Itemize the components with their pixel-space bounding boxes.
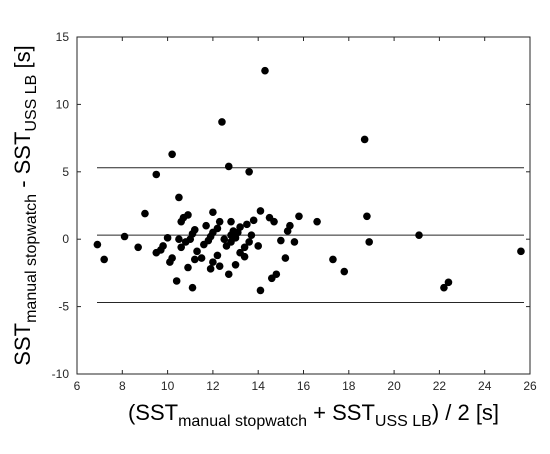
y-tick-label: 5 xyxy=(62,165,69,179)
data-point xyxy=(224,162,233,171)
data-point xyxy=(340,267,349,276)
axis-label-text: (SST xyxy=(128,400,178,425)
axis-label-text: [s] xyxy=(10,45,35,74)
data-point xyxy=(218,118,226,126)
data-point xyxy=(363,212,371,221)
data-point xyxy=(415,231,423,239)
data-point xyxy=(261,66,269,75)
data-point xyxy=(227,217,235,226)
y-axis-ticks: -10 -5 0 5 10 15 xyxy=(52,30,530,381)
x-tick-label: 20 xyxy=(387,379,401,393)
data-point xyxy=(215,262,224,270)
data-point xyxy=(295,212,303,221)
data-point xyxy=(277,236,285,245)
data-point xyxy=(365,238,373,246)
x-tick-label: 8 xyxy=(119,379,126,393)
data-point xyxy=(240,243,249,252)
data-point xyxy=(329,255,337,264)
data-point xyxy=(231,261,240,269)
y-tick-label: 15 xyxy=(56,30,70,44)
data-point xyxy=(190,225,199,234)
axis-label-subscript: USS LB xyxy=(375,413,432,430)
x-tick-label: 14 xyxy=(252,379,266,393)
data-point xyxy=(177,243,185,252)
y-tick-label: 10 xyxy=(56,97,70,111)
axis-label-subscript: manual stopwatch xyxy=(23,194,40,323)
data-point xyxy=(134,243,142,252)
y-tick-label: -5 xyxy=(58,300,69,314)
axis-label-text: ) / 2 [s] xyxy=(432,400,499,425)
data-point xyxy=(290,238,299,246)
data-point xyxy=(141,209,149,218)
data-point xyxy=(152,170,161,179)
y-tick-label: -10 xyxy=(52,367,70,381)
data-point xyxy=(245,238,253,246)
data-point xyxy=(213,251,222,260)
data-point xyxy=(256,286,265,295)
data-point xyxy=(220,235,229,243)
data-point xyxy=(243,220,251,229)
data-point xyxy=(209,258,217,266)
data-point xyxy=(245,168,253,176)
x-axis-label: (SSTmanual stopwatch + SSTUSS LB) / 2 [s… xyxy=(128,400,499,430)
data-point xyxy=(175,193,183,202)
x-tick-label: 16 xyxy=(297,379,311,393)
axis-label-subscript: USS LB xyxy=(23,75,40,132)
data-point xyxy=(184,211,192,219)
data-point xyxy=(286,221,294,230)
reference-lines xyxy=(97,167,524,304)
data-point xyxy=(254,242,262,250)
x-tick-label: 26 xyxy=(523,379,537,393)
data-point xyxy=(272,270,281,279)
data-point xyxy=(190,255,199,264)
data-point xyxy=(240,252,249,261)
x-tick-label: 18 xyxy=(342,379,356,393)
axis-label-text: - SST xyxy=(10,132,35,194)
data-point xyxy=(517,247,525,256)
y-tick-label: 0 xyxy=(62,232,69,246)
data-point xyxy=(193,247,201,256)
data-point xyxy=(159,242,167,250)
data-point xyxy=(213,224,222,233)
data-point xyxy=(197,254,206,262)
data-point xyxy=(313,217,321,226)
x-tick-label: 22 xyxy=(433,379,447,393)
x-tick-label: 24 xyxy=(478,379,492,393)
data-point xyxy=(202,221,210,230)
x-tick-label: 6 xyxy=(74,379,81,393)
x-tick-label: 10 xyxy=(161,379,175,393)
data-point xyxy=(120,232,129,241)
data-point xyxy=(236,223,244,231)
data-point xyxy=(249,216,258,225)
data-point xyxy=(224,270,233,279)
data-point xyxy=(175,235,183,243)
x-tick-label: 12 xyxy=(206,379,220,393)
axis-label-subscript: manual stopwatch xyxy=(178,413,307,430)
data-point xyxy=(256,207,265,215)
plot-frame xyxy=(76,36,531,375)
data-point xyxy=(444,278,453,287)
data-point xyxy=(172,277,181,285)
data-point xyxy=(163,234,172,242)
data-point xyxy=(281,254,290,262)
data-point xyxy=(209,208,217,217)
data-point xyxy=(206,265,215,273)
y-axis-label: SSTmanual stopwatch - SSTUSS LB [s] xyxy=(10,45,40,365)
data-point xyxy=(168,150,176,159)
data-point xyxy=(440,283,448,292)
data-point xyxy=(100,255,108,264)
data-point xyxy=(215,217,224,226)
data-point xyxy=(247,231,256,239)
data-points xyxy=(93,66,525,295)
data-point xyxy=(168,254,176,262)
axis-label-text: + SST xyxy=(307,400,375,425)
data-point xyxy=(184,263,192,272)
data-point xyxy=(360,135,369,144)
data-point xyxy=(270,217,278,226)
axis-label-text: SST xyxy=(10,323,35,366)
data-point xyxy=(93,240,102,249)
data-point xyxy=(188,283,197,292)
x-axis-ticks: 6 8 10 12 14 16 18 20 22 24 26 xyxy=(74,37,537,393)
